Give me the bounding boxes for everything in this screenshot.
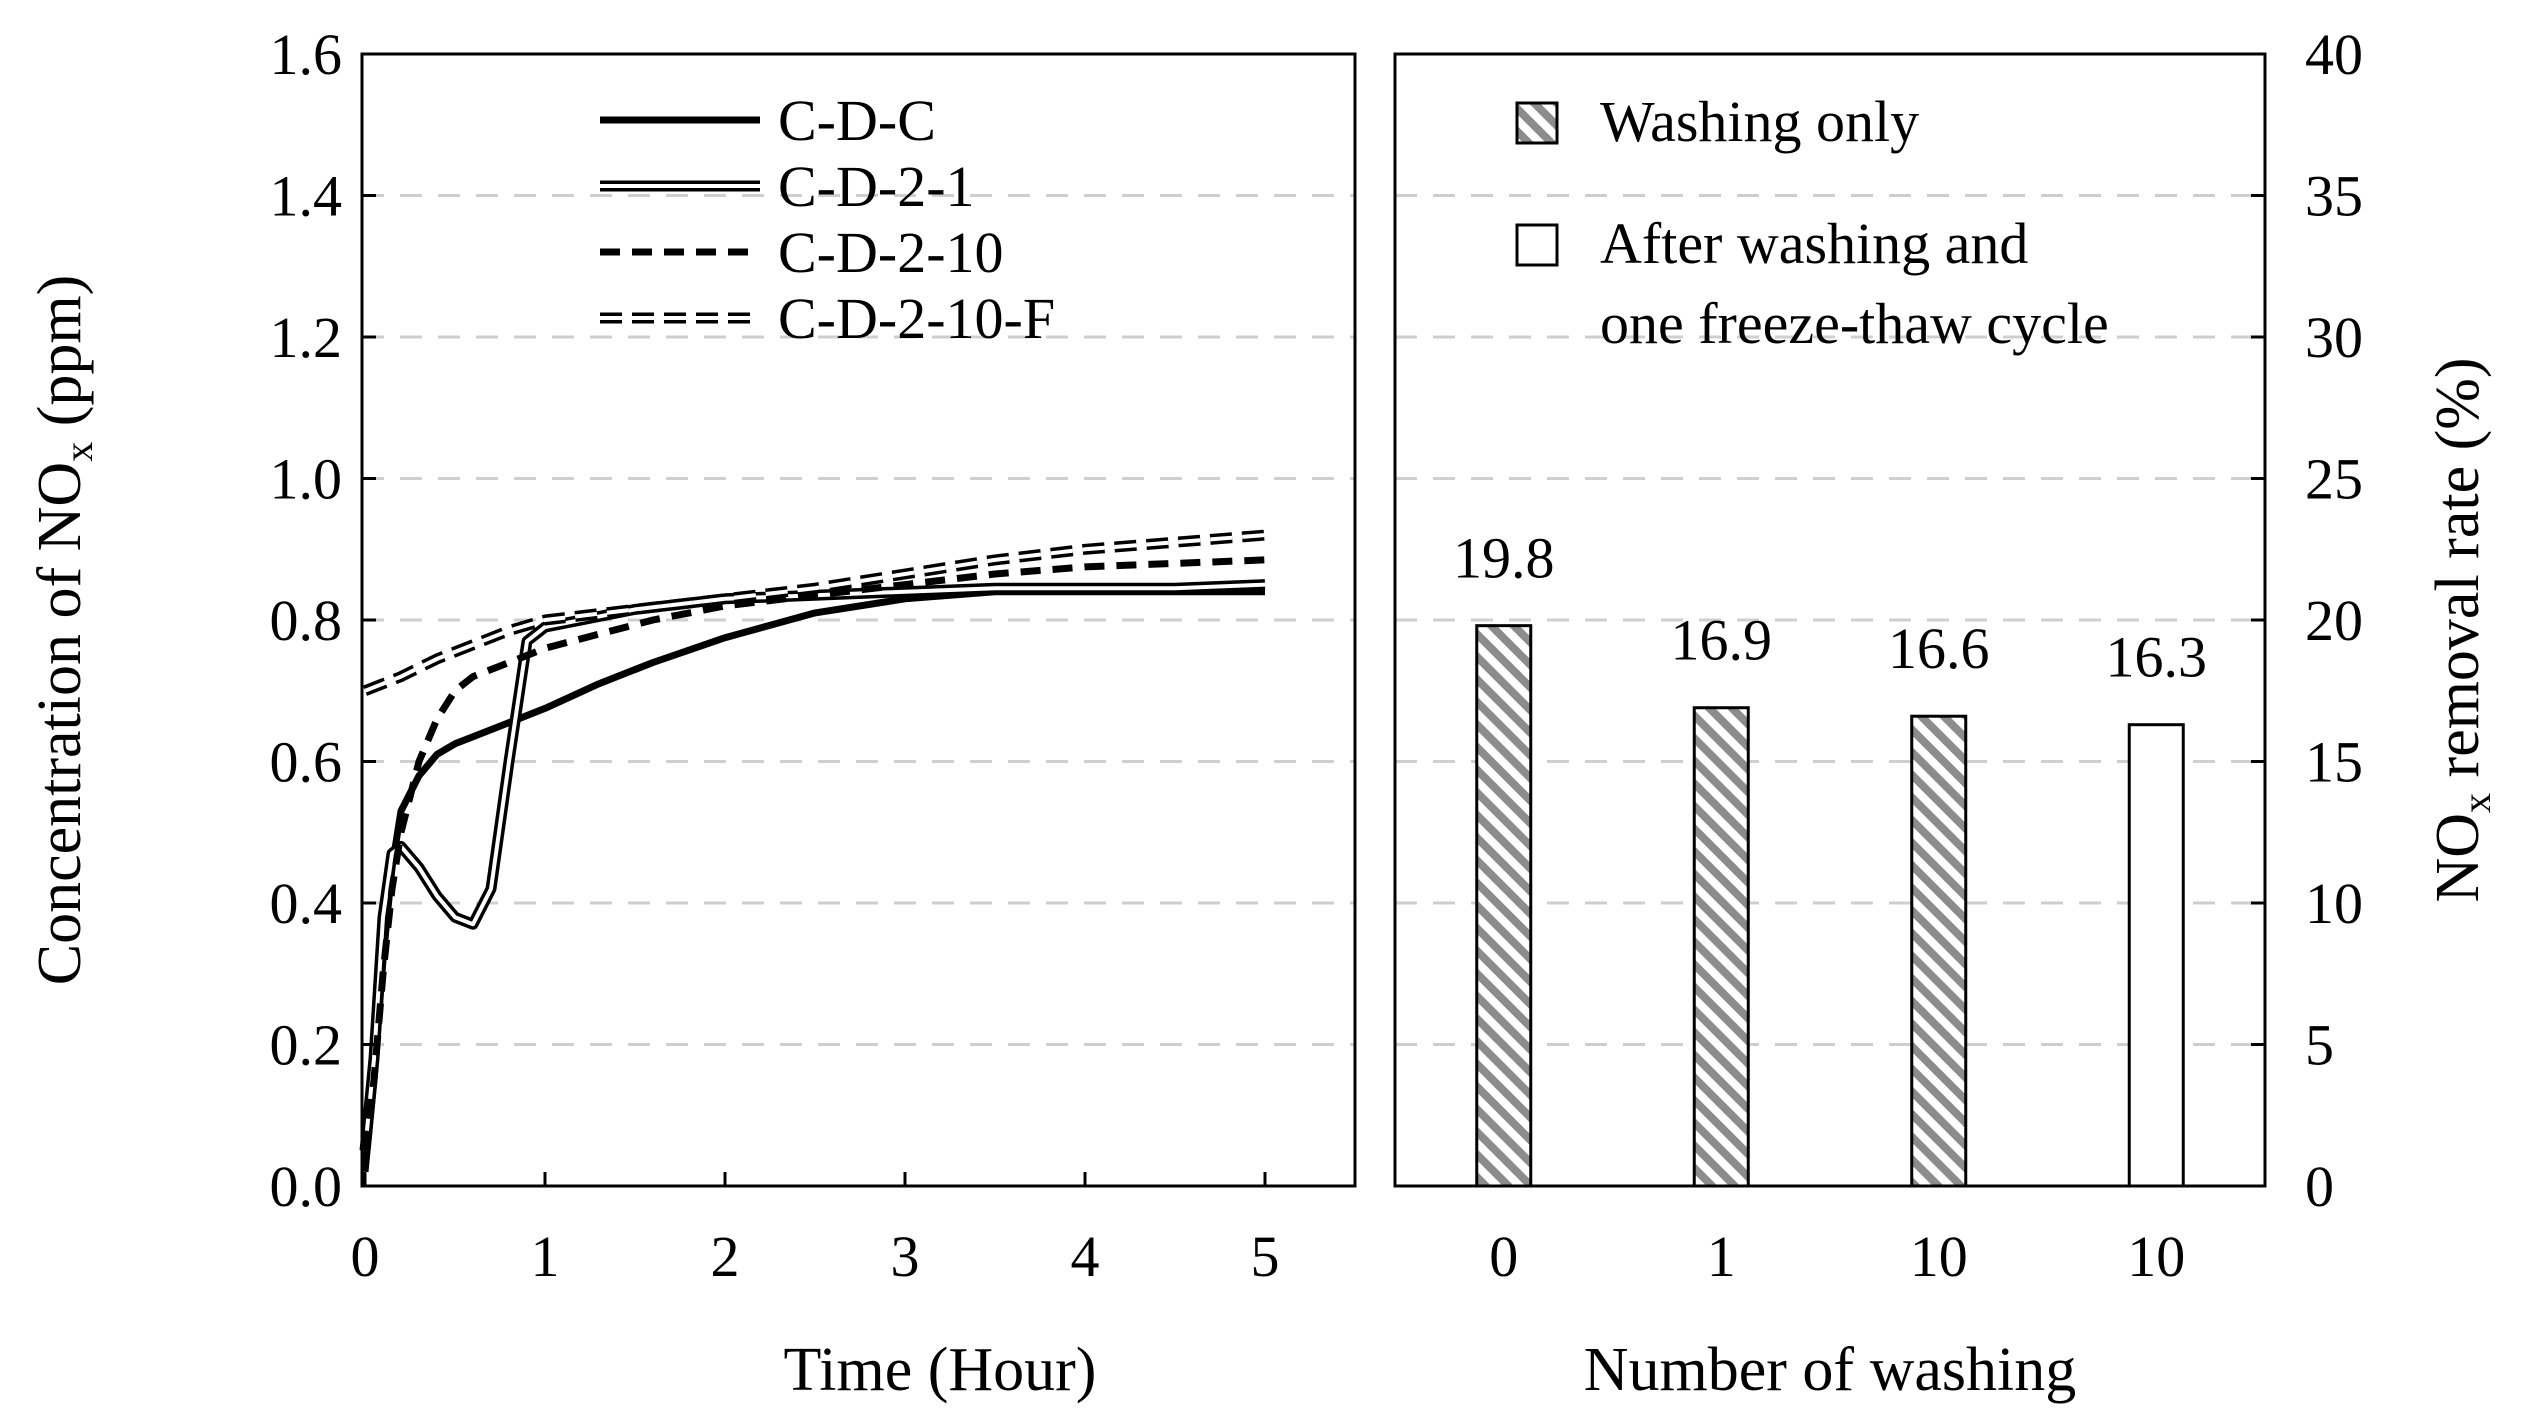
bar-category-label: 1	[1707, 1224, 1736, 1289]
right-gridlines	[1395, 194, 2265, 1046]
right-y-axis-title-suffix: removal rate (%)	[2424, 357, 2492, 792]
bar-legend-label: Washing only	[1600, 89, 1919, 154]
left-x-tick-label: 3	[891, 1224, 920, 1289]
right-y-tick-label: 25	[2305, 447, 2363, 512]
bar-3	[2127, 723, 2185, 1188]
left-x-tick-label: 5	[1251, 1224, 1280, 1289]
left-y-tick-label: 0.0	[270, 1154, 343, 1219]
legend-item-0: C-D-C	[600, 88, 936, 153]
bar-legend-label: one freeze-thaw cycle	[1600, 291, 2109, 356]
bar-legend-label: After washing and	[1600, 211, 2028, 276]
bar-legend-item-0: Washing only	[1515, 89, 1919, 154]
left-y-axis-title-subscript: x	[56, 442, 101, 462]
left-series-group	[359, 529, 1266, 1173]
left-y-tick-label: 0.8	[270, 588, 343, 653]
bar-category-label: 0	[1489, 1224, 1518, 1289]
series-line-2	[361, 556, 1266, 1152]
bar-2	[1910, 714, 1968, 1188]
bar-value-label: 16.9	[1671, 608, 1773, 673]
legend-item-3: C-D-2-10-F	[600, 286, 1055, 351]
legend-label: C-D-2-10	[778, 220, 1004, 285]
right-bars-group: 19.8 16.9 16.6 16.3	[1453, 526, 2208, 1188]
bar-category-label: 10	[2127, 1224, 2185, 1289]
left-legend: C-D-CC-D-2-1C-D-2-10C-D-2-10-F	[600, 88, 1055, 351]
bar-value-label: 16.6	[1888, 616, 1990, 681]
left-y-axis-title-suffix: (ppm)	[26, 275, 94, 442]
left-x-tick-label: 1	[531, 1224, 560, 1289]
left-x-tick-label: 2	[711, 1224, 740, 1289]
bar-value-label: 16.3	[2106, 625, 2208, 690]
left-y-tick-label: 1.4	[270, 164, 343, 229]
bar-legend-item-1: After washing and one freeze-thaw cycle	[1515, 211, 2109, 356]
right-y-axis-title-main: NO	[2424, 813, 2492, 903]
right-y-axis-title: NOx removal rate (%)	[2424, 357, 2499, 902]
right-legend: Washing only After washing and one freeze-…	[1515, 89, 2109, 356]
left-ticks: 0.0 0.2 0.4 0.6 0.8 1.0 1.2 1.4 1.6 0 1 2 3 4 5	[270, 22, 1280, 1289]
left-x-tick-label: 4	[1071, 1224, 1100, 1289]
right-y-tick-label: 15	[2305, 730, 2363, 795]
left-x-axis-title: Time (Hour)	[784, 1336, 1097, 1404]
bar-legend-swatch	[1515, 223, 1559, 267]
legend-item-2: C-D-2-10	[600, 220, 1004, 285]
right-y-tick-label: 40	[2305, 22, 2363, 87]
right-y-tick-label: 35	[2305, 164, 2363, 229]
right-y-tick-label: 10	[2305, 871, 2363, 936]
right-y-axis-title-subscript: x	[2454, 793, 2499, 813]
right-y-tick-label: 20	[2305, 588, 2363, 653]
right-ticks: 0 5 10 15 20 25 30 35 40 0 1 10 10	[1489, 22, 2363, 1289]
left-y-axis-title-main: Concentration of NO	[26, 462, 94, 985]
series-line-0	[361, 588, 1265, 1173]
right-y-tick-label: 30	[2305, 305, 2363, 370]
bar-1	[1692, 706, 1750, 1188]
right-y-tick-label: 0	[2305, 1154, 2334, 1219]
legend-label: C-D-2-1	[778, 154, 975, 219]
bar-value-label: 19.8	[1453, 526, 1555, 591]
left-y-axis-title: Concentration of NOx (ppm)	[26, 275, 101, 985]
legend-item-1: C-D-2-1	[600, 154, 975, 219]
left-y-tick-label: 0.2	[270, 1013, 343, 1078]
right-x-axis-title: Number of washing	[1584, 1336, 2076, 1404]
left-y-tick-label: 0.4	[270, 871, 343, 936]
bar-legend-swatch	[1515, 101, 1559, 145]
legend-label: C-D-C	[778, 88, 936, 153]
right-y-tick-label: 5	[2305, 1013, 2334, 1078]
series-line-3-inner	[364, 533, 1266, 693]
left-y-tick-label: 1.6	[270, 22, 343, 87]
legend-label: C-D-2-10-F	[778, 286, 1055, 351]
left-y-tick-label: 0.6	[270, 730, 343, 795]
bar-0	[1475, 624, 1533, 1188]
bar-category-label: 10	[1910, 1224, 1968, 1289]
left-y-tick-label: 1.2	[270, 305, 343, 370]
left-x-tick-label: 0	[351, 1224, 380, 1289]
left-y-tick-label: 1.0	[270, 447, 343, 512]
